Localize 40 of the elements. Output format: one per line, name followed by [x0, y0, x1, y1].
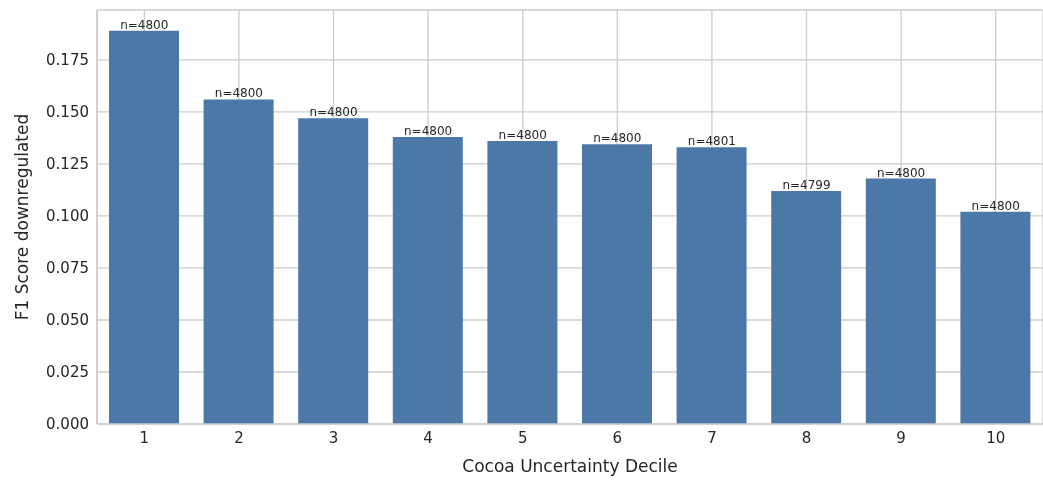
bar: [109, 30, 179, 424]
annotation: n=4800: [309, 105, 358, 120]
annotation: n=4800: [498, 128, 547, 143]
y-tick-label: 0.025: [46, 363, 89, 382]
y-tick-label: 0.000: [46, 415, 89, 434]
y-tick-label: 0.100: [46, 207, 89, 226]
y-tick-label: 0.075: [46, 259, 89, 278]
bar: [203, 99, 274, 424]
bar: [865, 178, 936, 424]
annotation: n=4800: [214, 86, 263, 101]
annotation: n=4800: [877, 165, 926, 180]
x-tick-label: 9: [896, 428, 906, 447]
bar: [298, 118, 369, 424]
bar: [676, 147, 747, 424]
y-tick-label: 0.125: [46, 155, 89, 174]
x-tick-label: 1: [139, 428, 150, 447]
x-axis-title: Cocoa Uncertainty Decile: [462, 456, 678, 476]
annotation: n=4800: [971, 198, 1020, 213]
annotation: n=4801: [687, 134, 736, 149]
x-tick-label: 7: [707, 428, 717, 447]
y-tick-label: 0.050: [46, 311, 89, 330]
annotation: n=4800: [404, 123, 453, 138]
y-tick-label: 0.150: [46, 103, 89, 122]
x-tick-label: 5: [517, 428, 528, 447]
bar: [487, 141, 558, 424]
y-tick-label: 0.175: [46, 51, 89, 70]
x-tick-label: 4: [423, 428, 433, 447]
bar: [392, 136, 463, 424]
y-axis-title: F1 Score downregulated: [12, 113, 33, 321]
bar: [960, 211, 1031, 424]
bar: [582, 144, 652, 424]
x-tick-label: 6: [612, 428, 623, 447]
x-tick-label: 3: [328, 428, 339, 447]
x-tick-label: 8: [801, 428, 812, 447]
x-tick-label: 2: [234, 428, 244, 447]
x-tick-label: 10: [986, 428, 1006, 447]
annotation: n=4800: [120, 17, 169, 32]
annotation: n=4800: [593, 131, 642, 146]
bar: [771, 191, 842, 424]
annotation: n=4799: [782, 177, 831, 192]
